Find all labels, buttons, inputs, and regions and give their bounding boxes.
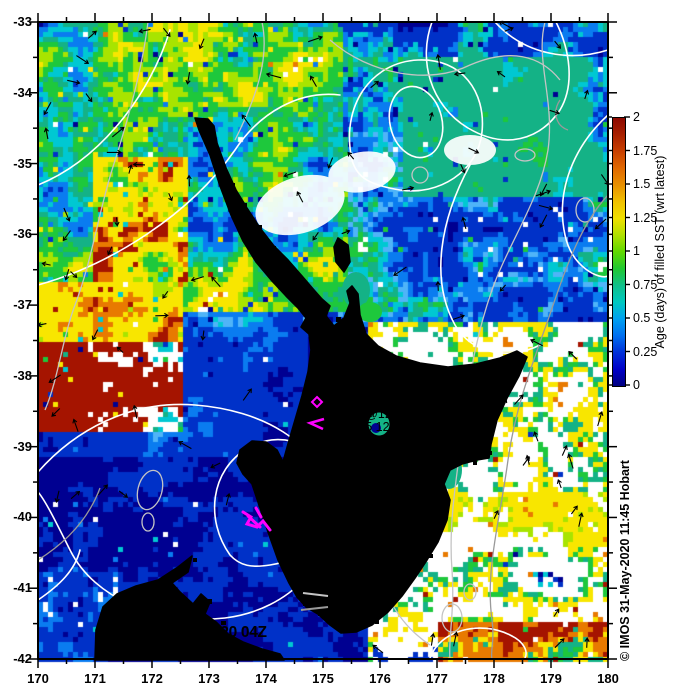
north-island [194,117,528,634]
y-tick-label: -41 [13,580,32,596]
nrt-line2: 28-May 06:00Z [409,390,494,405]
y-tick-label: -34 [13,84,32,100]
kapiti-island [280,551,287,562]
colorbar-tick-label: 0.25 [633,344,658,359]
map-datestamp: 28-May-2020 04Z [148,624,267,641]
line-2000m [300,606,329,611]
argo-float-marker [310,395,324,409]
plot-border [37,21,609,660]
y-tick-label: -39 [13,438,32,454]
y-tick-label: -38 [13,367,32,383]
x-tick-label: 177 [426,671,448,686]
nrt-line3: 0.5m/s (1kt 24h) [409,405,500,419]
colorbar-tick-label: 0.5 [633,311,651,325]
x-tick-label: 180 [597,671,619,686]
line-200m [302,592,329,597]
argo-drifter-marks [241,395,325,532]
nrt-line1: NRT00 GSL [409,376,477,390]
south-island-tip [94,555,285,661]
x-tick-label: 174 [255,671,277,686]
y-tick-label: -42 [13,651,32,666]
depth-legend-lines [300,592,329,611]
y-tick-label: -33 [13,14,32,29]
x-tick-label: 175 [312,671,334,686]
y-tick-label: -40 [13,509,32,525]
x-tick-label: 170 [27,671,49,686]
landmass [94,117,528,661]
colorbar-tick-label: 2 [633,110,640,124]
depth-200-label: 200m [331,583,363,597]
argo-annotation: Argo drifters@12h to 29/05 12Z [327,393,399,435]
credit-text: © IMOS 31-May-2020 11:45 Hobart [618,460,632,661]
depth-2000-label: 2000m [331,599,370,613]
colorbar-tick-label: 1.75 [633,143,658,158]
nrt-annotation: NRT00 GSL 28-May 06:00Z 0.5m/s (1kt 24h) [409,376,499,420]
colorbar-tick-label: 0 [633,378,640,392]
drifter-track [241,506,272,532]
drifter-arrow-marker [306,417,325,431]
lake-taupo [367,411,391,437]
colorbar-tick-label: 0.75 [633,277,658,292]
great-barrier-island [333,237,351,273]
white-data-patches [255,135,496,236]
colorbar-tick-label: 1.25 [633,210,658,225]
argo-line3: to 29/05 12Z [327,420,398,434]
y-tick-label: -35 [13,155,32,171]
x-tick-label: 178 [483,671,505,686]
velocity-scale-arrow [417,419,445,429]
x-tick-label: 171 [84,671,106,686]
argo-line2: drifters@12h [327,406,399,421]
x-tick-label: 179 [540,671,562,686]
coast-speckles [193,183,492,631]
x-tick-label: 173 [198,671,220,686]
x-tick-label: 172 [141,671,163,686]
colorbar-tick-label: 1.5 [633,177,651,191]
x-tick-label: 176 [369,671,391,686]
argo-title: Argo [327,393,357,407]
colorbar-tick-label: 1 [633,244,640,258]
colorbar [612,117,626,387]
y-tick-label: -36 [13,226,32,242]
y-tick-label: -37 [13,297,32,313]
